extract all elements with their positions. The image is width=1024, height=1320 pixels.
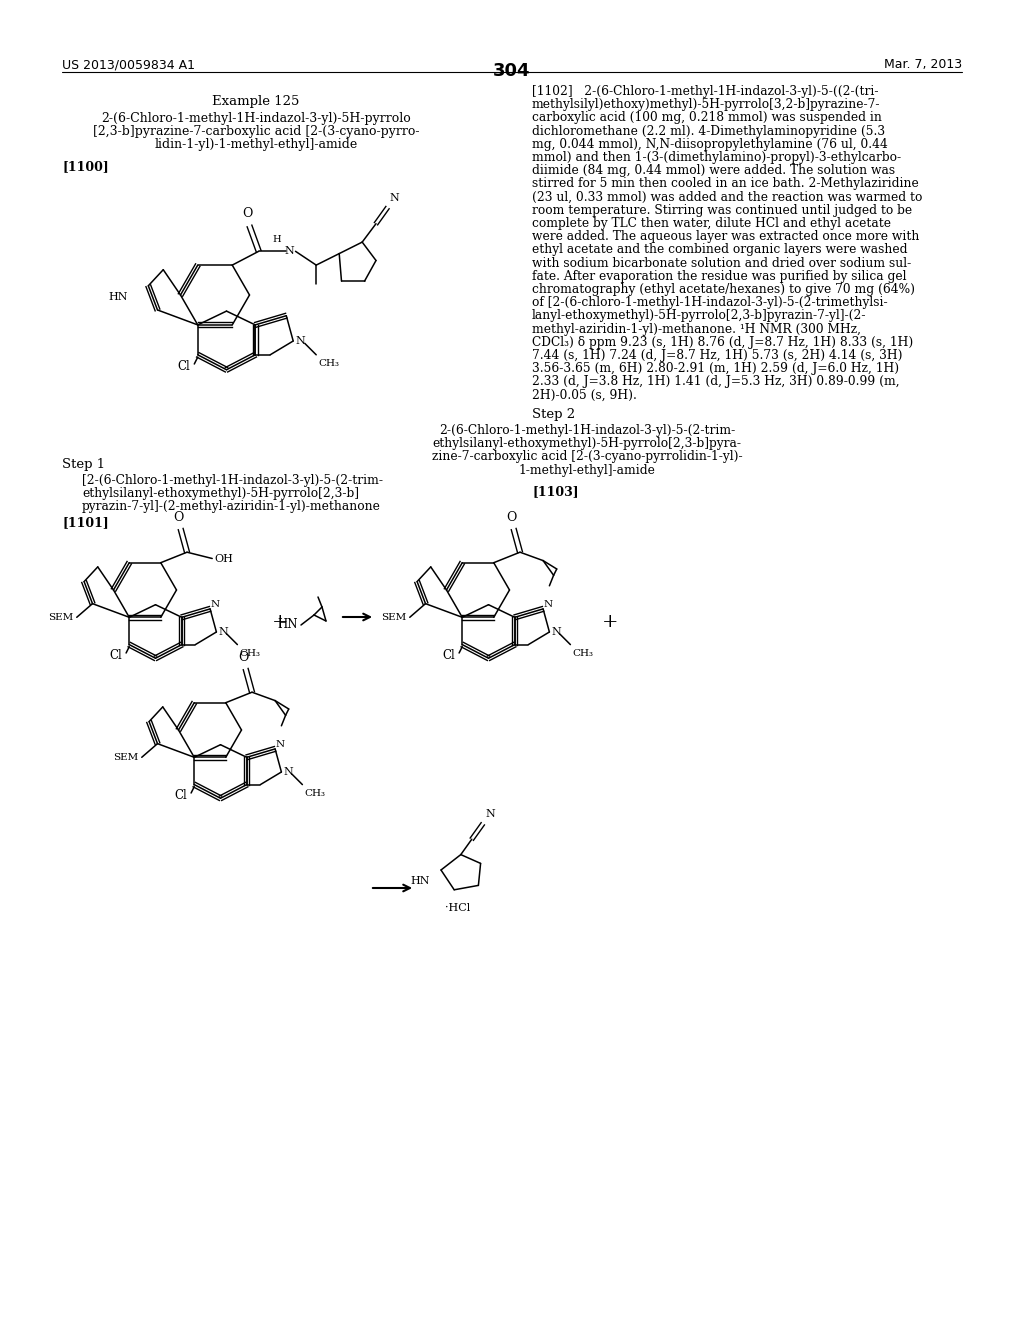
Text: chromatography (ethyl acetate/hexanes) to give 70 mg (64%): chromatography (ethyl acetate/hexanes) t… [532,282,915,296]
Text: 2H)-0.05 (s, 9H).: 2H)-0.05 (s, 9H). [532,388,637,401]
Text: O: O [173,511,183,524]
Text: 1-methyl-ethyl]-amide: 1-methyl-ethyl]-amide [518,463,655,477]
Text: mmol) and then 1-(3-(dimethylamino)-propyl)-3-ethylcarbo-: mmol) and then 1-(3-(dimethylamino)-prop… [532,150,901,164]
Text: diimide (84 mg, 0.44 mmol) were added. The solution was: diimide (84 mg, 0.44 mmol) were added. T… [532,164,895,177]
Text: methylsilyl)ethoxy)methyl)-5H-pyrrolo[3,2-b]pyrazine-7-: methylsilyl)ethoxy)methyl)-5H-pyrrolo[3,… [532,98,881,111]
Text: H: H [272,235,282,244]
Text: N: N [218,627,228,638]
Text: [1101]: [1101] [62,516,109,529]
Text: were added. The aqueous layer was extracted once more with: were added. The aqueous layer was extrac… [532,230,920,243]
Text: 304: 304 [494,62,530,81]
Text: O: O [507,511,517,524]
Text: lidin-1-yl)-1-methyl-ethyl]-amide: lidin-1-yl)-1-methyl-ethyl]-amide [155,139,357,150]
Text: SEM: SEM [381,612,407,622]
Text: OH: OH [214,553,233,564]
Text: room temperature. Stirring was continued until judged to be: room temperature. Stirring was continued… [532,203,912,216]
Text: HN: HN [411,876,430,886]
Text: CH₃: CH₃ [240,649,260,657]
Text: ethylsilanyl-ethoxymethyl)-5H-pyrrolo[2,3-b]: ethylsilanyl-ethoxymethyl)-5H-pyrrolo[2,… [82,487,359,500]
Text: [1102]   2-(6-Chloro-1-methyl-1H-indazol-3-yl)-5-((2-(tri-: [1102] 2-(6-Chloro-1-methyl-1H-indazol-3… [532,84,879,98]
Text: zine-7-carboxylic acid [2-(3-cyano-pyrrolidin-1-yl)-: zine-7-carboxylic acid [2-(3-cyano-pyrro… [432,450,742,463]
Text: O: O [239,651,249,664]
Text: fate. After evaporation the residue was purified by silica gel: fate. After evaporation the residue was … [532,269,906,282]
Text: methyl-aziridin-1-yl)-methanone. ¹H NMR (300 MHz,: methyl-aziridin-1-yl)-methanone. ¹H NMR … [532,322,861,335]
Text: 2-(6-Chloro-1-methyl-1H-indazol-3-yl)-5-(2-trim-: 2-(6-Chloro-1-methyl-1H-indazol-3-yl)-5-… [439,424,735,437]
Text: of [2-(6-chloro-1-methyl-1H-indazol-3-yl)-5-(2-trimethylsi-: of [2-(6-chloro-1-methyl-1H-indazol-3-yl… [532,296,888,309]
Text: 2-(6-Chloro-1-methyl-1H-indazol-3-yl)-5H-pyrrolo: 2-(6-Chloro-1-methyl-1H-indazol-3-yl)-5H… [101,112,411,125]
Text: stirred for 5 min then cooled in an ice bath. 2-Methylaziridine: stirred for 5 min then cooled in an ice … [532,177,919,190]
Text: +: + [271,612,288,631]
Text: ethyl acetate and the combined organic layers were washed: ethyl acetate and the combined organic l… [532,243,907,256]
Text: ·HCl: ·HCl [444,903,470,913]
Text: [2-(6-Chloro-1-methyl-1H-indazol-3-yl)-5-(2-trim-: [2-(6-Chloro-1-methyl-1H-indazol-3-yl)-5… [82,474,383,487]
Text: [1100]: [1100] [62,160,109,173]
Text: mg, 0.044 mmol), N,N-diisopropylethylamine (76 ul, 0.44: mg, 0.044 mmol), N,N-diisopropylethylami… [532,137,888,150]
Text: dichloromethane (2.2 ml). 4-Dimethylaminopyridine (5.3: dichloromethane (2.2 ml). 4-Dimethylamin… [532,124,885,137]
Text: Step 1: Step 1 [62,458,105,471]
Text: Step 2: Step 2 [532,408,575,421]
Text: with sodium bicarbonate solution and dried over sodium sul-: with sodium bicarbonate solution and dri… [532,256,911,269]
Text: [2,3-b]pyrazine-7-carboxylic acid [2-(3-cyano-pyrro-: [2,3-b]pyrazine-7-carboxylic acid [2-(3-… [93,125,419,139]
Text: 7.44 (s, 1H) 7.24 (d, J=8.7 Hz, 1H) 5.73 (s, 2H) 4.14 (s, 3H): 7.44 (s, 1H) 7.24 (d, J=8.7 Hz, 1H) 5.73… [532,348,902,362]
Text: N: N [275,741,285,748]
Text: CH₃: CH₃ [304,789,326,797]
Text: N: N [485,809,495,820]
Text: (23 ul, 0.33 mmol) was added and the reaction was warmed to: (23 ul, 0.33 mmol) was added and the rea… [532,190,923,203]
Text: US 2013/0059834 A1: US 2013/0059834 A1 [62,58,195,71]
Text: complete by TLC then water, dilute HCl and ethyl acetate: complete by TLC then water, dilute HCl a… [532,216,891,230]
Text: SEM: SEM [114,752,138,762]
Text: Cl: Cl [442,648,455,661]
Text: lanyl-ethoxymethyl)-5H-pyrrolo[2,3-b]pyrazin-7-yl]-(2-: lanyl-ethoxymethyl)-5H-pyrrolo[2,3-b]pyr… [532,309,866,322]
Text: N: N [284,247,294,256]
Text: O: O [242,207,252,220]
Text: Example 125: Example 125 [212,95,300,108]
Text: N: N [210,599,219,609]
Text: Cl: Cl [110,648,122,661]
Text: N: N [296,337,305,346]
Text: 3.56-3.65 (m, 6H) 2.80-2.91 (m, 1H) 2.59 (d, J=6.0 Hz, 1H): 3.56-3.65 (m, 6H) 2.80-2.91 (m, 1H) 2.59… [532,362,899,375]
Text: Mar. 7, 2013: Mar. 7, 2013 [884,58,962,71]
Text: N: N [284,767,293,777]
Text: 2.33 (d, J=3.8 Hz, 1H) 1.41 (d, J=5.3 Hz, 3H) 0.89-0.99 (m,: 2.33 (d, J=3.8 Hz, 1H) 1.41 (d, J=5.3 Hz… [532,375,900,388]
Text: SEM: SEM [48,612,74,622]
Text: carboxylic acid (100 mg, 0.218 mmol) was suspended in: carboxylic acid (100 mg, 0.218 mmol) was… [532,111,882,124]
Text: HN: HN [109,292,128,302]
Text: ethylsilanyl-ethoxymethyl)-5H-pyrrolo[2,3-b]pyra-: ethylsilanyl-ethoxymethyl)-5H-pyrrolo[2,… [432,437,741,450]
Text: HN: HN [278,619,298,631]
Text: Cl: Cl [177,360,189,372]
Text: CDCl₃) δ ppm 9.23 (s, 1H) 8.76 (d, J=8.7 Hz, 1H) 8.33 (s, 1H): CDCl₃) δ ppm 9.23 (s, 1H) 8.76 (d, J=8.7… [532,335,913,348]
Text: N: N [390,193,399,203]
Text: N: N [552,627,561,638]
Text: CH₃: CH₃ [318,359,340,368]
Text: [1103]: [1103] [532,484,579,498]
Text: N: N [543,599,552,609]
Text: pyrazin-7-yl]-(2-methyl-aziridin-1-yl)-methanone: pyrazin-7-yl]-(2-methyl-aziridin-1-yl)-m… [82,500,381,513]
Text: +: + [602,612,618,631]
Text: Cl: Cl [174,788,187,801]
Text: CH₃: CH₃ [572,649,594,657]
